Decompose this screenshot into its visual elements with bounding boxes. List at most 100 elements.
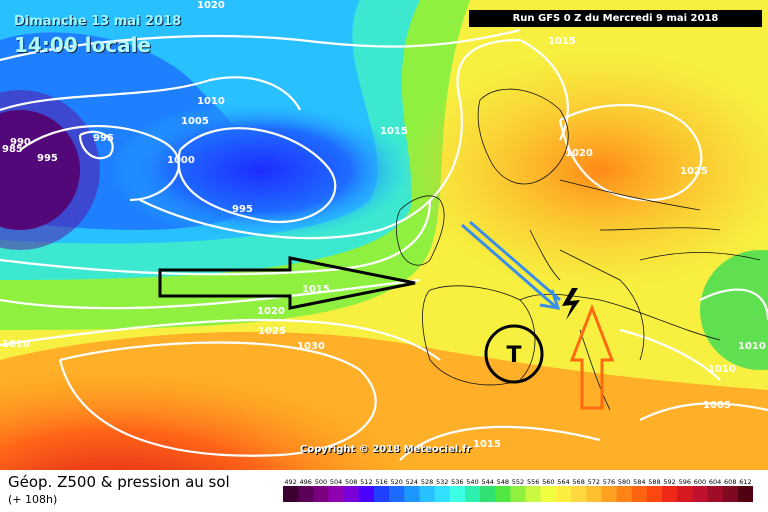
scale-label: 608 (724, 478, 736, 486)
scale-label: 600 (694, 478, 706, 486)
scale-label: 576 (603, 478, 615, 486)
scale-label: 588 (648, 478, 660, 486)
flow-arrow-black (158, 256, 416, 310)
color-swatch (298, 486, 314, 502)
color-swatch (419, 486, 436, 502)
scale-label: 544 (481, 478, 493, 486)
low-core-ring (0, 90, 100, 250)
color-swatch (631, 486, 648, 502)
color-swatch (449, 486, 466, 502)
thunder-circle (484, 324, 544, 384)
isobar-label: 1005 (181, 116, 209, 127)
isobar-label: 1025 (258, 326, 286, 337)
copyright: Copyright © 2018 Meteociel.fr (300, 444, 472, 455)
isobar-label: 1015 (302, 284, 330, 295)
isobar-labels: 1020 1015 1010 1005 995 1000 995 985 990… (2, 0, 766, 450)
scale-label: 612 (739, 478, 751, 486)
scale-label: 604 (709, 478, 721, 486)
color-swatch (373, 486, 390, 502)
scale-label: 552 (512, 478, 524, 486)
isobar-label: 995 (37, 153, 58, 164)
scale-label: 540 (466, 478, 478, 486)
scale-label: 592 (663, 478, 675, 486)
scale-label: 496 (300, 478, 312, 486)
lightning-icon (562, 288, 580, 320)
color-swatch (313, 486, 329, 502)
color-swatch (616, 486, 633, 502)
east-green (700, 250, 768, 370)
isobar-label: 1015 (380, 126, 408, 137)
isobar-label: 1020 (257, 306, 285, 317)
scale-label: 492 (284, 478, 296, 486)
isobar-label: 1000 (167, 155, 195, 166)
flow-arrow-orange (569, 303, 615, 410)
color-swatch (737, 486, 753, 502)
scale-label: 548 (497, 478, 509, 486)
color-swatch (692, 486, 709, 502)
isobar-label: 995 (232, 204, 253, 215)
color-swatch (283, 486, 299, 502)
color-swatch (510, 486, 527, 502)
color-swatch (464, 486, 481, 502)
scale-label: 512 (360, 478, 372, 486)
color-swatch (404, 486, 420, 502)
isobar-label: 1010 (197, 96, 225, 107)
run-info: Run GFS 0 Z du Mercredi 9 mai 2018 (469, 10, 762, 27)
isobar-label: 1010 (2, 339, 30, 350)
scale-label: 524 (406, 478, 418, 486)
color-swatch (555, 486, 572, 502)
color-swatch (434, 486, 451, 502)
scale-label: 564 (557, 478, 569, 486)
scale-label: 504 (330, 478, 342, 486)
forecast-date: Dimanche 13 mai 2018 (14, 14, 182, 29)
trough-core (110, 100, 410, 240)
scale-label: 556 (527, 478, 539, 486)
color-swatch (389, 486, 405, 502)
scale-label: 516 (375, 478, 387, 486)
scandinavia-ridge (400, 50, 768, 290)
weather-map: 1020 1015 1010 1005 995 1000 995 985 990… (0, 0, 768, 470)
color-swatch (601, 486, 618, 502)
coastlines (395, 88, 761, 411)
scale-label: 536 (451, 478, 463, 486)
scale-label: 580 (618, 478, 630, 486)
color-swatch (358, 486, 375, 502)
isobar-label: 1010 (708, 364, 736, 375)
color-swatch (540, 486, 557, 502)
forecast-time: 14:00 locale (14, 33, 151, 57)
color-swatch (480, 486, 496, 502)
scale-label: 508 (345, 478, 357, 486)
color-swatch (343, 486, 360, 502)
color-swatch (707, 486, 724, 502)
scale-label: 584 (633, 478, 645, 486)
isobar-label: 995 (93, 133, 114, 144)
isobar-label: 1030 (297, 341, 325, 352)
isobar-label: 1020 (565, 148, 593, 159)
color-swatch (662, 486, 678, 502)
scale-label: 532 (436, 478, 448, 486)
isobar-label: 1020 (197, 0, 225, 11)
flow-arrow-blue (461, 220, 561, 310)
legend-subtitle: (+ 108h) (8, 493, 58, 506)
scale-label: 560 (542, 478, 554, 486)
color-swatch (677, 486, 693, 502)
isobar-label: 990 (10, 137, 31, 148)
color-scale: 492 496 500 504 508 512 516 520 524 528 532 536 540 5… (283, 478, 753, 502)
scale-label: 520 (390, 478, 402, 486)
color-swatch (646, 486, 663, 502)
color-swatch (525, 486, 542, 502)
color-swatch (586, 486, 602, 502)
color-swatch (328, 486, 345, 502)
isobar-label: 1025 (680, 166, 708, 177)
isobar-label: 1010 (738, 341, 766, 352)
scale-label: 500 (315, 478, 327, 486)
color-swatch (722, 486, 739, 502)
isobar-label: 1005 (703, 400, 731, 411)
color-swatch (571, 486, 587, 502)
legend-footer: Géop. Z500 & pression au sol (+ 108h) 49… (0, 470, 768, 512)
scale-label: 572 (588, 478, 600, 486)
color-swatch (495, 486, 511, 502)
scale-label: 568 (572, 478, 584, 486)
isobar-label: 985 (2, 144, 23, 155)
scale-label: 528 (421, 478, 433, 486)
